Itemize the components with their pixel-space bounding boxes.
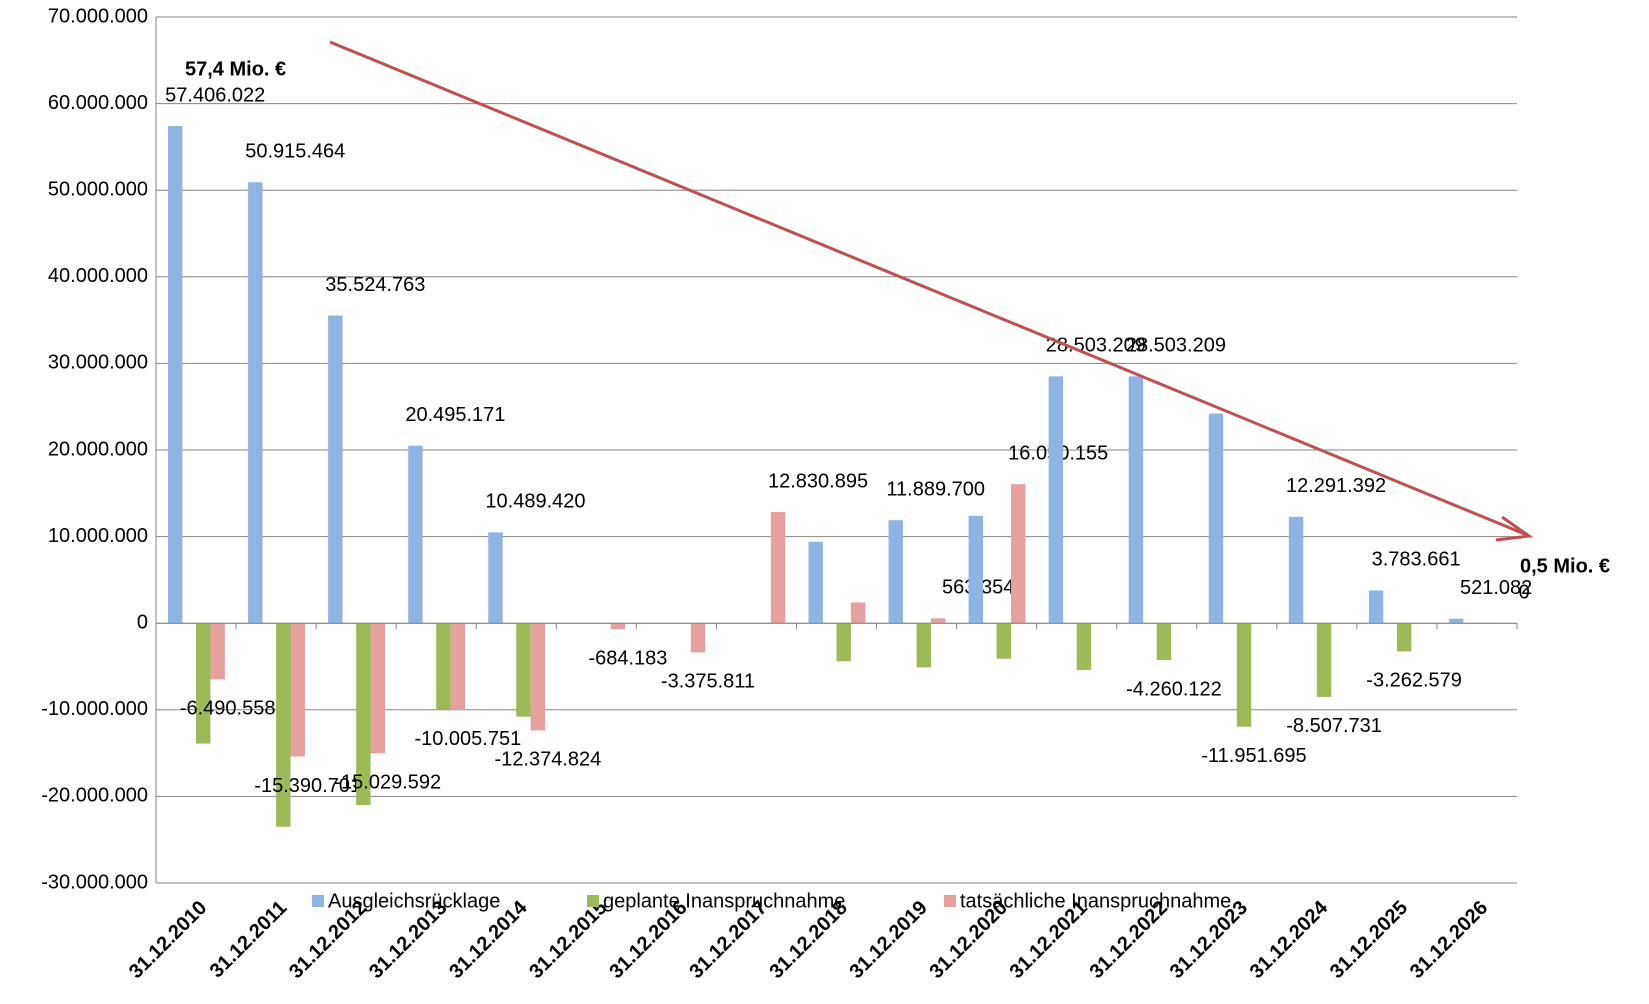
x-tick-label: 31.12.2026 [1406,897,1492,983]
bar [276,623,291,827]
bar [888,520,903,624]
y-tick-label: 0 [137,611,148,633]
x-tick-label: 31.12.2024 [1246,896,1333,983]
arrow-head [1495,515,1534,542]
y-tick-label: 10.000.000 [48,525,148,547]
bar [1076,623,1092,670]
data-label: -11.951.695 [1201,745,1306,767]
annotation: 57,4 Mio. € [185,58,286,80]
data-label: 10.489.420 [485,491,585,513]
x-tick-label: 31.12.2015 [525,897,611,983]
bar [168,126,183,624]
data-label: 12.291.392 [1286,475,1386,497]
bar [808,541,823,624]
data-label: -4.260.122 [1126,678,1222,700]
y-tick-label: 60.000.000 [48,92,148,114]
bar [530,623,546,731]
legend-swatch [587,895,599,907]
bar [968,515,984,624]
bar [1368,590,1384,624]
bar [1048,376,1064,624]
legend-label: Ausgleichsrücklage [328,890,500,912]
annotation: 0,5 Mio. € [1520,555,1610,577]
legend-swatch [312,895,324,907]
bar [690,623,706,653]
data-label: 57.406.022 [165,84,265,106]
data-label: 11.889.700 [886,479,985,501]
bar [836,623,851,662]
bar [1208,413,1224,624]
bar [328,315,343,624]
bar [1448,618,1464,624]
bar [916,623,931,668]
y-tick-label: 70.000.000 [48,5,148,27]
data-label: 3.783.661 [1372,549,1461,571]
bar [930,618,946,624]
bar [1011,484,1026,624]
data-label: -3.262.579 [1366,670,1462,692]
bar [610,623,626,630]
bar [770,512,786,624]
y-tick-label: 20.000.000 [48,438,148,460]
bar [408,445,423,624]
data-label: 521.082 [1460,577,1532,599]
bar [248,182,263,624]
bar [1288,516,1304,624]
bar [290,623,305,757]
data-label: -10.005.751 [414,728,521,750]
y-tick-label: 50.000.000 [48,178,148,200]
bar [1316,623,1332,697]
data-label: 35.524.763 [325,274,425,296]
legend-swatch [944,895,956,907]
trend-arrow [329,40,1528,537]
data-label: -684.183 [588,647,667,669]
bar [1156,623,1172,661]
bar [996,623,1012,659]
y-tick-label: -10.000.000 [41,698,148,720]
bar [488,532,503,624]
bar [436,623,451,710]
data-label: 50.915.464 [245,141,345,163]
bar [356,623,371,806]
y-tick-label: 40.000.000 [48,265,148,287]
data-label: -15.029.592 [334,772,441,794]
bar [516,623,531,717]
x-tick-label: 31.12.2019 [845,897,931,983]
bar [196,623,211,744]
bar [1396,623,1412,652]
x-tick-label: 31.12.2025 [1326,897,1412,983]
y-tick-label: 30.000.000 [48,352,148,374]
bar [1128,376,1144,624]
bar [850,602,866,624]
x-tick-label: 31.12.2010 [125,897,211,983]
data-label: -6.490.558 [180,698,276,720]
data-label: 28.503.209 [1126,335,1226,357]
data-label: -15.390.701 [254,775,361,797]
legend-label: geplante Inanspruchnahme [603,890,845,912]
data-label: 28.503.209 [1046,335,1146,357]
data-label: 12.830.895 [768,470,868,492]
data-label: -3.375.811 [661,671,755,693]
bar [210,623,225,680]
y-tick-label: -20.000.000 [41,785,148,807]
bar [370,623,385,754]
bar [1236,623,1252,727]
x-tick-label: 31.12.2011 [206,897,292,983]
bar [450,623,466,710]
data-label: -8.507.731 [1286,715,1382,737]
data-label: 20.495.171 [405,404,505,426]
legend-label: tatsächliche Inanspruchnahme [960,890,1231,912]
data-label: -12.374.824 [494,749,601,771]
data-label: 0 [1519,581,1530,603]
y-tick-label: -30.000.000 [41,871,148,893]
